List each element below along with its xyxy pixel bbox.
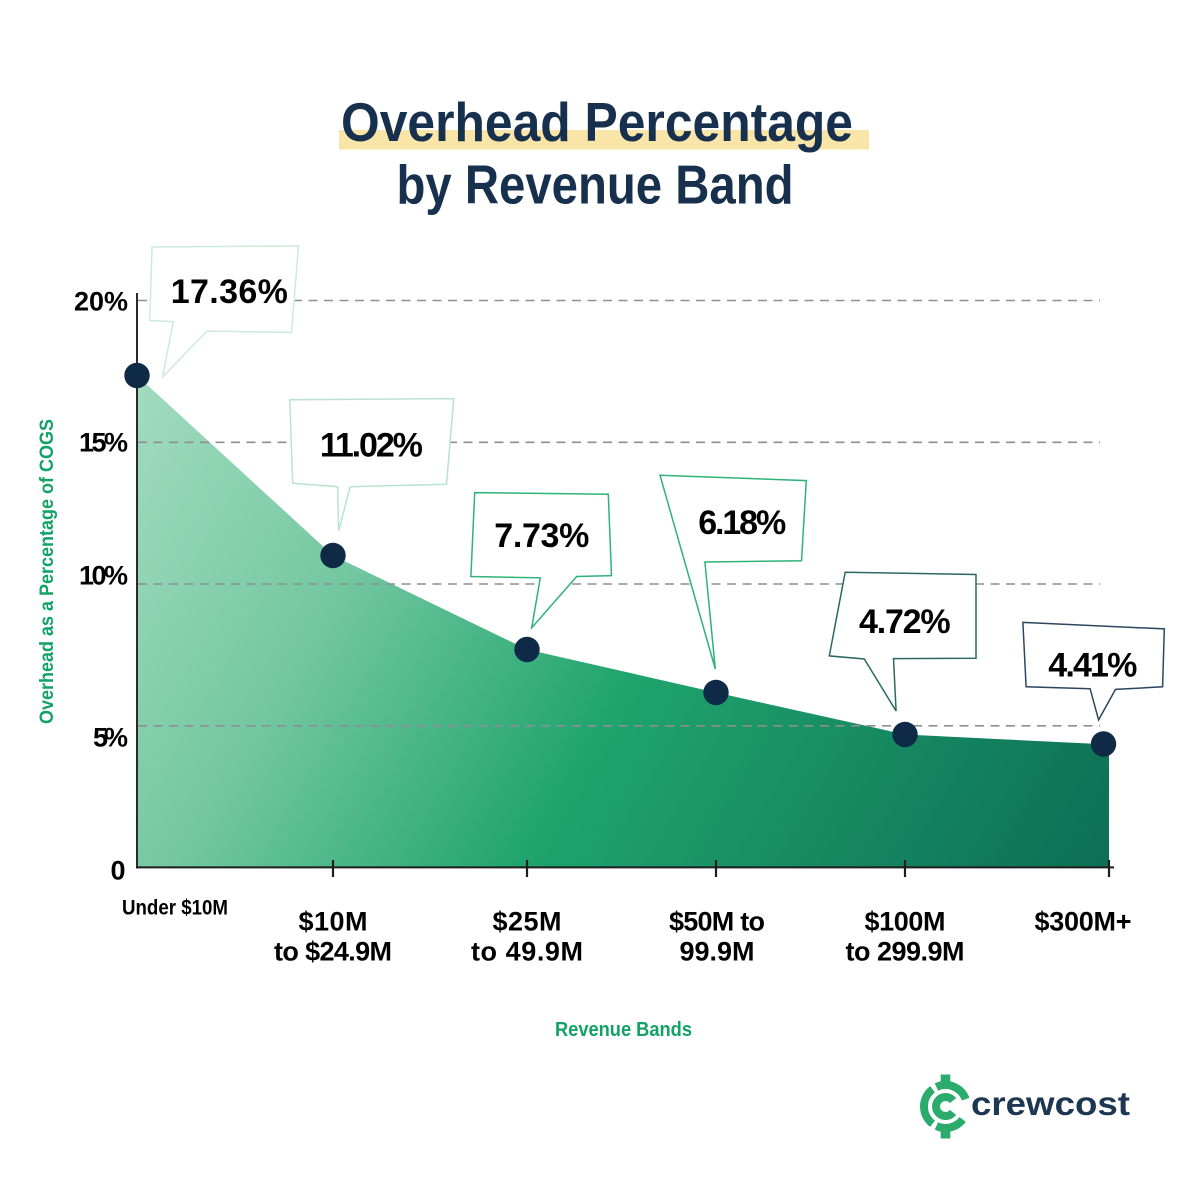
svg-text:to 299.9M: to 299.9M bbox=[846, 937, 965, 967]
svg-text:11.02%: 11.02% bbox=[320, 427, 423, 465]
svg-text:99.9M: 99.9M bbox=[680, 937, 755, 967]
svg-text:4.41%: 4.41% bbox=[1048, 647, 1137, 685]
svg-text:to 49.9M: to 49.9M bbox=[471, 937, 583, 967]
svg-text:15%: 15% bbox=[79, 428, 128, 458]
svg-text:$50M to: $50M to bbox=[669, 907, 765, 937]
svg-text:$10M: $10M bbox=[299, 907, 368, 937]
svg-text:$100M: $100M bbox=[865, 907, 946, 937]
svg-text:Under $10M: Under $10M bbox=[122, 897, 228, 920]
svg-text:by Revenue Band: by Revenue Band bbox=[397, 154, 794, 216]
svg-text:17.36%: 17.36% bbox=[171, 273, 288, 311]
svg-text:to $24.9M: to $24.9M bbox=[274, 937, 392, 967]
svg-text:5%: 5% bbox=[93, 723, 128, 753]
svg-text:6.18%: 6.18% bbox=[698, 504, 786, 542]
svg-text:7.73%: 7.73% bbox=[494, 517, 589, 555]
svg-text:$25M: $25M bbox=[493, 907, 562, 937]
svg-text:crewcost: crewcost bbox=[971, 1085, 1130, 1122]
svg-text:Overhead as a Percentage of CO: Overhead as a Percentage of COGS bbox=[36, 419, 58, 724]
svg-text:0: 0 bbox=[110, 856, 125, 886]
svg-text:Overhead Percentage: Overhead Percentage bbox=[341, 91, 853, 153]
svg-text:4.72%: 4.72% bbox=[859, 603, 951, 641]
svg-text:Revenue Bands: Revenue Bands bbox=[555, 1019, 692, 1041]
svg-text:20%: 20% bbox=[74, 286, 128, 316]
svg-text:10%: 10% bbox=[79, 561, 128, 591]
svg-text:$300M+: $300M+ bbox=[1035, 907, 1132, 937]
